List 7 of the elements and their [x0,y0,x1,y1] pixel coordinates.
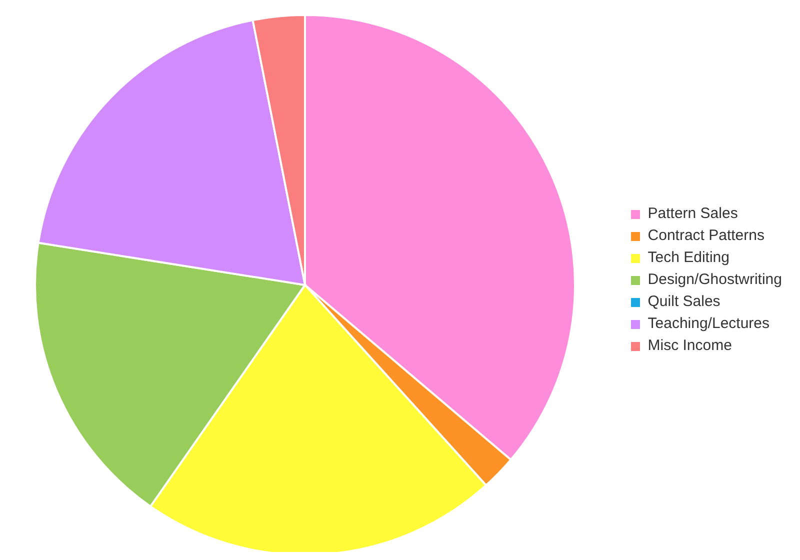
legend-label: Tech Editing [648,248,730,268]
legend-label: Quilt Sales [648,292,720,312]
legend-label: Contract Patterns [648,226,764,246]
legend-label: Teaching/Lectures [648,314,770,334]
legend-label: Design/Ghostwriting [648,270,782,290]
legend-label: Pattern Sales [648,204,738,224]
legend-label: Misc Income [648,336,732,356]
